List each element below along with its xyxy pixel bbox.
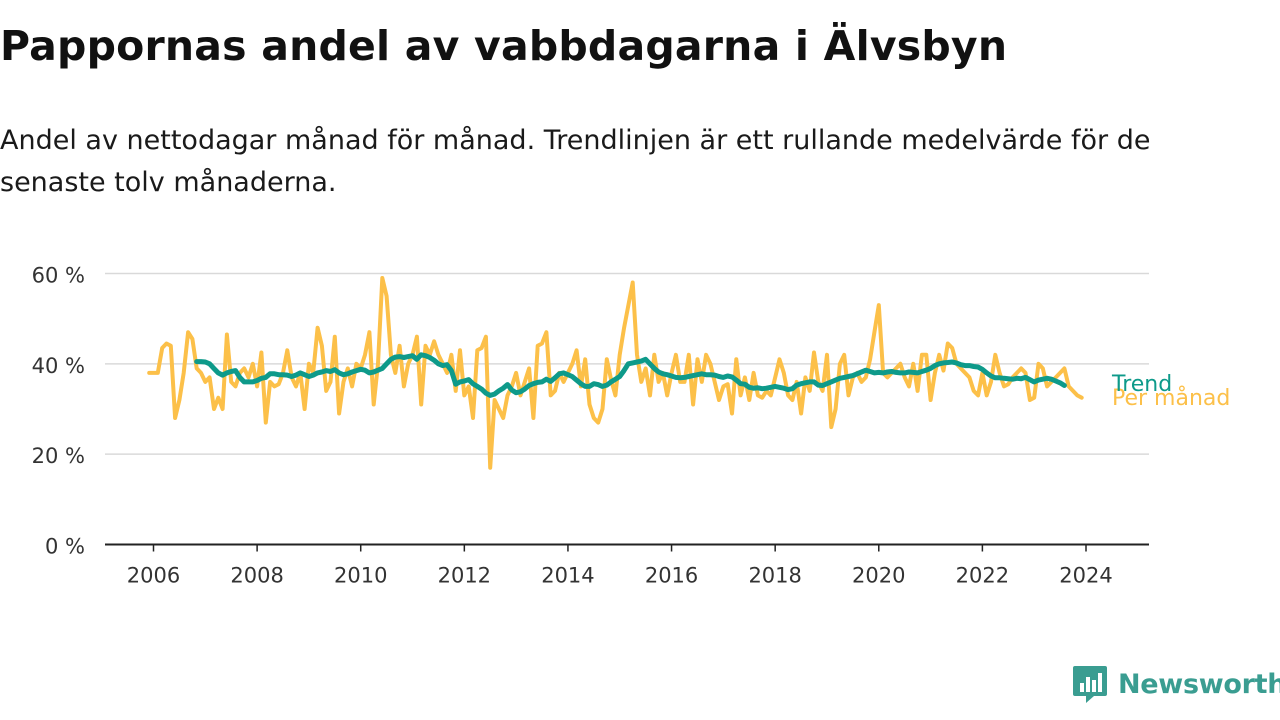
x-tick-label: 2006 [127, 564, 180, 588]
x-tick-label: 2010 [334, 564, 387, 588]
series-label-per-m-nad: Per månad [1112, 385, 1230, 411]
x-tick-label: 2024 [1059, 564, 1112, 588]
x-tick-label: 2020 [852, 564, 905, 588]
x-tick-label: 2008 [230, 564, 283, 588]
x-axis: 2006 2008 2010 2012 2014 2016 2018 2020 2022 2024 [105, 543, 1149, 588]
chart-subtitle: Andel av nettodagar månad för månad. Tre… [0, 125, 1151, 198]
y-axis-tick-labels: 0 % 20 % 40 % 60 % [32, 264, 85, 559]
x-tick-label: 2012 [438, 564, 491, 588]
series-lines [147, 276, 1084, 470]
y-tick-label: 0 % [45, 535, 85, 559]
series-label-trend: Trend [1111, 372, 1172, 397]
brand-name: Newsworthy [1118, 668, 1280, 700]
chart-title: Pappornas andel av vabbdagarna i Älvsbyn [0, 22, 1008, 70]
x-tick-label: 2016 [645, 564, 698, 588]
y-tick-label: 20 % [32, 444, 85, 468]
newsworthy-brand: Newsworthy [1072, 664, 1280, 704]
bar-chart-logo-icon [1073, 666, 1107, 703]
x-tick-label: 2018 [748, 564, 801, 588]
x-tick-label: 2022 [956, 564, 1009, 588]
y-tick-label: 40 % [32, 354, 85, 378]
x-tick-label: 2014 [541, 564, 594, 588]
series-line-per-m-nad [147, 276, 1084, 470]
y-tick-label: 60 % [32, 264, 85, 288]
series-line-trend [194, 352, 1067, 398]
